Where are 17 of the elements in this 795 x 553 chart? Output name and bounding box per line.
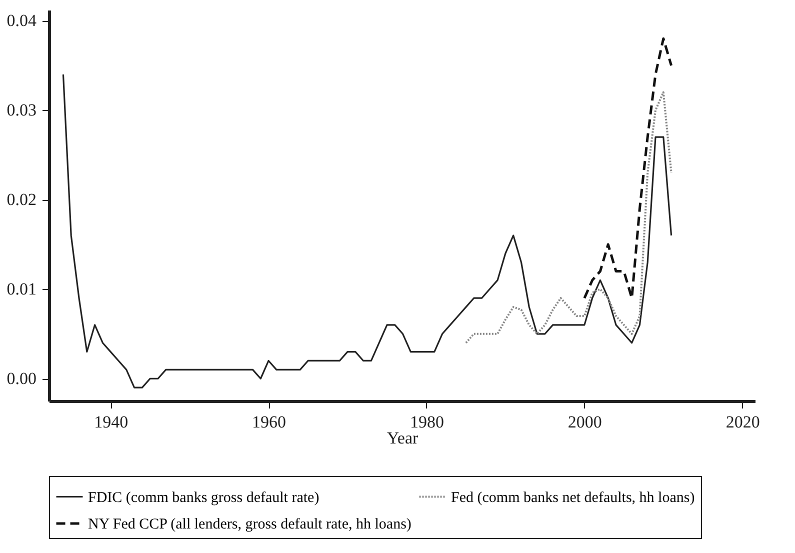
y-tick-label: 0.03 — [6, 100, 36, 120]
x-tick-label: 1980 — [410, 412, 444, 432]
y-tick-label: 0.01 — [6, 280, 36, 299]
legend-label: NY Fed CCP (all lenders, gross default rate, hh loans) — [88, 516, 412, 532]
y-tick-label: 0.04 — [6, 11, 37, 30]
legend-label: Fed (comm banks net defaults, hh loans) — [451, 490, 695, 506]
line-series — [62, 74, 672, 388]
legend-label: FDIC (comm banks gross default rate) — [88, 490, 320, 506]
x-tick-label: 2000 — [568, 412, 602, 432]
x-tick-label: 1940 — [94, 412, 128, 432]
x-tick-label: 2020 — [726, 412, 760, 432]
y-tick-label: 0.00 — [6, 369, 36, 388]
y-tick-label: 0.02 — [6, 190, 36, 210]
x-axis-title: Year — [386, 428, 418, 448]
x-tick-label: 1960 — [252, 412, 286, 432]
line-series — [464, 91, 672, 344]
line-series — [583, 37, 673, 300]
